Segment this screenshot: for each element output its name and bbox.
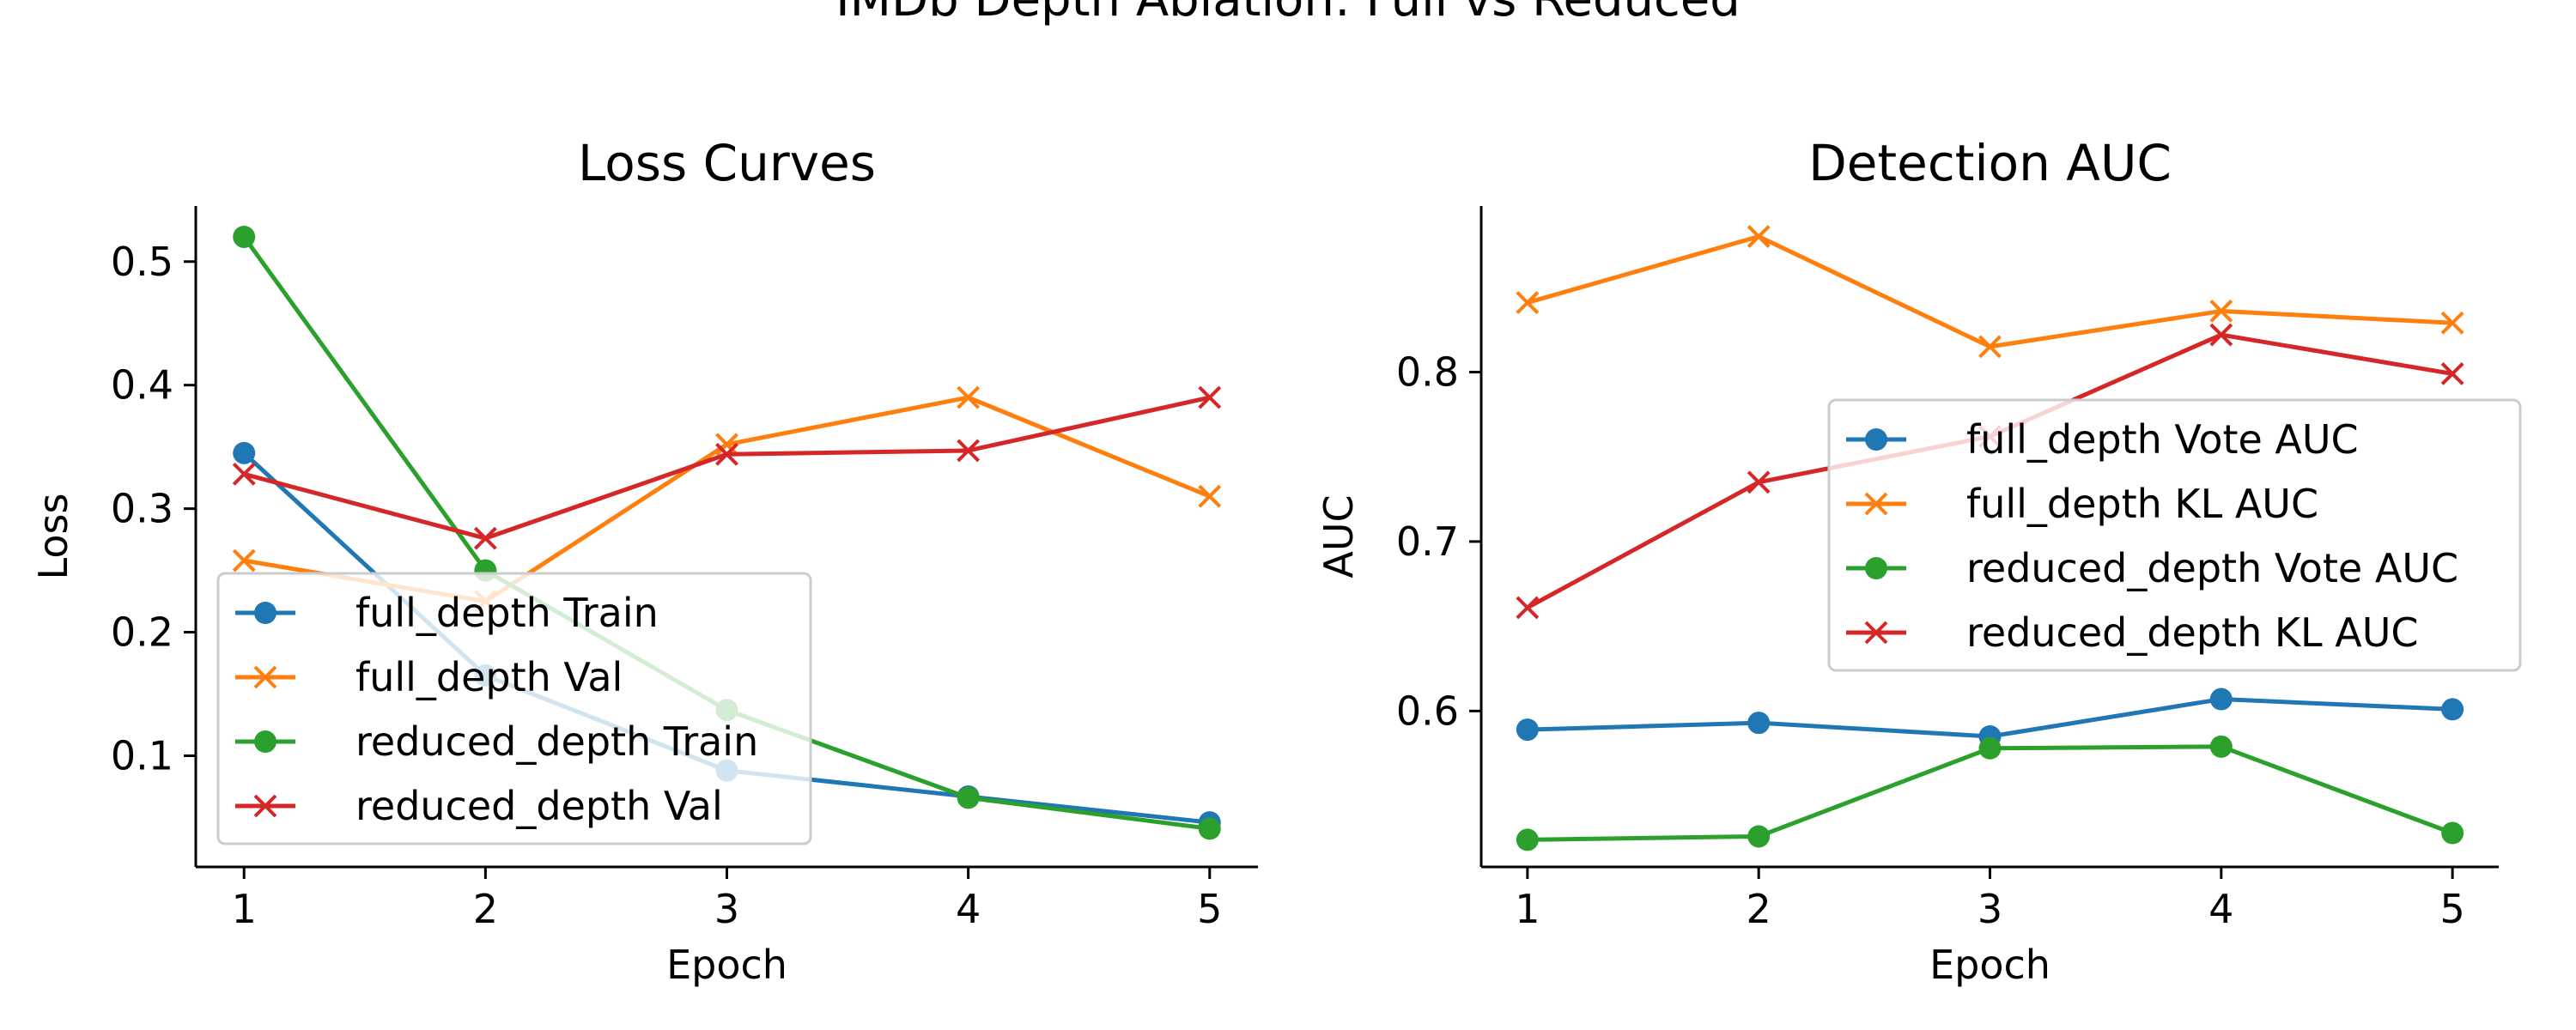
chart1-title: Loss Curves (578, 134, 876, 192)
chart1-series-4 (232, 385, 1222, 550)
chart2-legend-label: full_depth Vote AUC (1966, 416, 2359, 463)
chart1-data-point (957, 439, 981, 463)
chart1-legend-box (216, 572, 812, 845)
chart1-x-tick-label: 5 (1197, 886, 1222, 932)
chart2-data-point (1516, 596, 1540, 620)
chart2-data-point (2209, 299, 2233, 323)
chart2-data-point (1516, 828, 1539, 851)
chart1-y-axis-label: Loss (30, 494, 76, 580)
chart1-y-tick-label: 0.1 (111, 732, 173, 779)
chart2-y-tick-label: 0.6 (1396, 688, 1459, 734)
chart2-series-line (1527, 234, 2453, 349)
chart1-data-point (715, 433, 738, 457)
chart2-y-tick-label: 0.7 (1396, 518, 1459, 565)
chart1-legend-marker (254, 730, 276, 753)
chart1-legend-entry: reduced_depth Val (235, 783, 723, 829)
chart1-y-tick-label: 0.5 (111, 239, 173, 285)
chart1-x-tick-label: 1 (232, 886, 257, 932)
chart2-legend-label: full_depth KL AUC (1966, 481, 2318, 527)
chart1-data-point (232, 548, 256, 573)
chart1-x-tick-label: 4 (956, 886, 981, 932)
chart2-data-point (2441, 821, 2464, 845)
chart1-y-tick-label: 0.4 (111, 362, 173, 409)
chart2-title: Detection AUC (1808, 134, 2172, 192)
chart2-y-axis-label: AUC (1315, 494, 1362, 578)
chart2-legend-entry: full_depth Vote AUC (1846, 416, 2359, 463)
chart2-data-point (2440, 311, 2464, 335)
chart2-x-tick-label: 4 (2208, 886, 2233, 932)
chart2-legend-entry: full_depth KL AUC (1846, 481, 2318, 527)
chart2-series-line (1527, 744, 2454, 842)
chart2-legend: full_depth Vote AUC full_depth KL AUC redu… (1827, 398, 2522, 672)
chart1-data-point (232, 462, 256, 486)
chart1-series-line (243, 395, 1211, 541)
chart1-data-point (1198, 385, 1222, 409)
chart1-data-point (233, 441, 256, 464)
chart2-data-point (1747, 825, 1771, 848)
chart2-legend-label: reduced_depth KL AUC (1966, 609, 2419, 656)
chart1-y-tick-label: 0.3 (111, 486, 173, 532)
chart2-data-point (2209, 688, 2233, 711)
chart2-series-3 (1516, 735, 2464, 851)
chart2-x-tick-label: 2 (1747, 886, 1771, 932)
chart1-data-point (473, 526, 497, 550)
chart2-data-point (1516, 291, 1540, 314)
chart2-legend-marker (1864, 492, 1888, 516)
figure-suptitle: IMDb Depth Ablation: Full vs Reduced (835, 0, 1741, 27)
chart2-data-point (1747, 712, 1771, 735)
chart1-legend-marker (254, 602, 276, 624)
chart1-legend-marker (253, 794, 277, 818)
chart2-data-point (1978, 736, 2002, 760)
chart1-legend-entry: full_depth Train (235, 590, 659, 636)
chart1-legend-entry: reduced_depth Train (235, 718, 758, 765)
chart2-data-point (2209, 735, 2233, 758)
chart2-data-point (1516, 718, 1539, 742)
chart1-legend-marker (253, 665, 277, 689)
chart2-legend-box (1827, 398, 2522, 672)
chart1-panel: Loss Curves 1 2 3 4 5 0.1 0.2 0.3 0.4 0.5 Epoch Loss… (30, 134, 1258, 988)
chart2-data-point (2440, 362, 2464, 385)
chart1-legend-label: full_depth Val (355, 654, 623, 700)
chart2-x-axis-label: Epoch (1929, 942, 2050, 988)
chart1-legend-label: full_depth Train (355, 590, 659, 636)
chart1-x-tick-label: 2 (473, 886, 498, 932)
chart2-legend-marker (1865, 428, 1887, 451)
chart1-data-point (957, 385, 981, 409)
chart2-data-point (1747, 225, 1771, 248)
chart2-data-point (1978, 335, 2002, 359)
chart1-legend-label: reduced_depth Train (355, 718, 758, 765)
chart1-data-point (1198, 484, 1222, 508)
chart2-legend-entry: reduced_depth Vote AUC (1846, 545, 2458, 591)
chart1-data-point (233, 225, 256, 248)
chart2-y-tick-label: 0.8 (1396, 348, 1459, 395)
chart1-x-axis-label: Epoch (666, 942, 787, 988)
chart1-x-tick-label: 3 (714, 886, 739, 932)
chart2-x-tick-label: 1 (1515, 886, 1540, 932)
chart1-data-point (715, 442, 738, 466)
chart2-series-2 (1516, 225, 2464, 359)
chart2-x-tick-label: 3 (1978, 886, 2002, 932)
chart2-panel: Detection AUC 1 2 3 4 5 0.6 0.7 0.8 Epoch AUC full_… (1315, 134, 2522, 988)
chart2-legend-label: reduced_depth Vote AUC (1966, 545, 2458, 591)
chart2-data-point (2441, 698, 2464, 721)
chart1-data-point (957, 786, 980, 809)
chart2-data-point (1747, 470, 1771, 494)
chart2-x-tick-label: 5 (2439, 886, 2464, 932)
chart2-legend-entry: reduced_depth KL AUC (1846, 609, 2419, 656)
chart1-legend: full_depth Train full_depth Val reduced_de… (216, 572, 812, 845)
chart1-data-point (1198, 817, 1221, 840)
chart2-legend-marker (1864, 621, 1888, 645)
chart2-legend-marker (1865, 557, 1887, 579)
chart1-legend-label: reduced_depth Val (355, 783, 723, 829)
chart1-legend-entry: full_depth Val (235, 654, 623, 700)
chart2-data-point (2209, 323, 2233, 347)
chart1-y-tick-label: 0.2 (111, 609, 173, 656)
